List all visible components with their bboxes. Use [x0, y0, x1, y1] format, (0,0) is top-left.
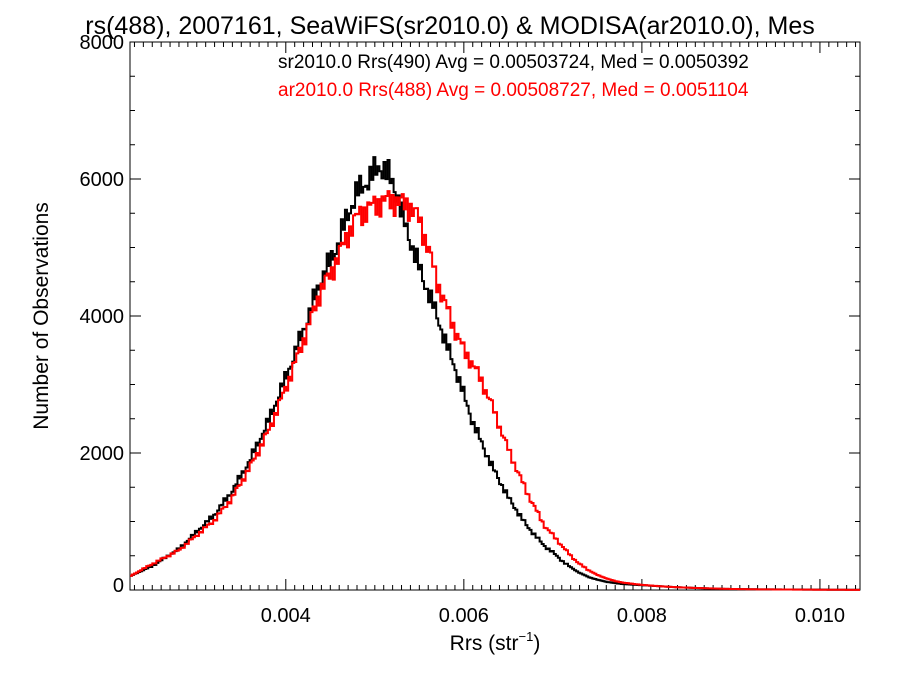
y-tick-label: 8000 — [80, 32, 125, 54]
axis-ticks — [130, 41, 860, 591]
x-axis-label-close: ) — [533, 632, 540, 655]
y-tick-label: 2000 — [80, 443, 125, 465]
x-axis-label-text: Rrs (str — [450, 632, 519, 655]
legend-entry-sr2010: sr2010.0 Rrs(490) Avg = 0.00503724, Med … — [278, 52, 749, 73]
y-tick-label: 4000 — [80, 306, 125, 328]
series-layer — [130, 156, 860, 591]
series-line-1 — [130, 190, 860, 591]
x-tick-labels: 0.004 0.006 0.008 0.010 — [261, 605, 845, 627]
legend-entry-ar2010: ar2010.0 Rrs(488) Avg = 0.00508727, Med … — [278, 80, 749, 101]
y-tick-label: 6000 — [80, 169, 125, 191]
x-axis-label-superscript: −1 — [519, 629, 534, 644]
y-axis-label: Number of Observations — [30, 202, 53, 430]
x-tick-label: 0.004 — [261, 605, 311, 627]
chart-title: rs(488), 2007161, SeaWiFS(sr2010.0) & MO… — [85, 12, 814, 40]
plot-frame — [129, 41, 861, 591]
x-axis-label: Rrs (str−1) — [450, 629, 541, 655]
x-tick-label: 0.010 — [795, 605, 845, 627]
x-tick-label: 0.008 — [617, 605, 667, 627]
x-tick-label: 0.006 — [439, 605, 489, 627]
y-tick-labels: 0 2000 4000 6000 8000 — [80, 32, 125, 597]
series-line-0 — [130, 156, 860, 591]
y-tick-label: 0 — [113, 575, 124, 597]
